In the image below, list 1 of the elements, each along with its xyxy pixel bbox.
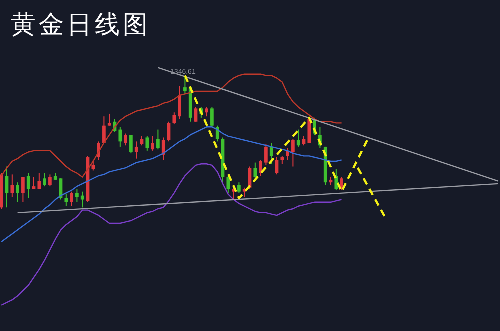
chart-title: 黄金日线图	[11, 12, 151, 39]
